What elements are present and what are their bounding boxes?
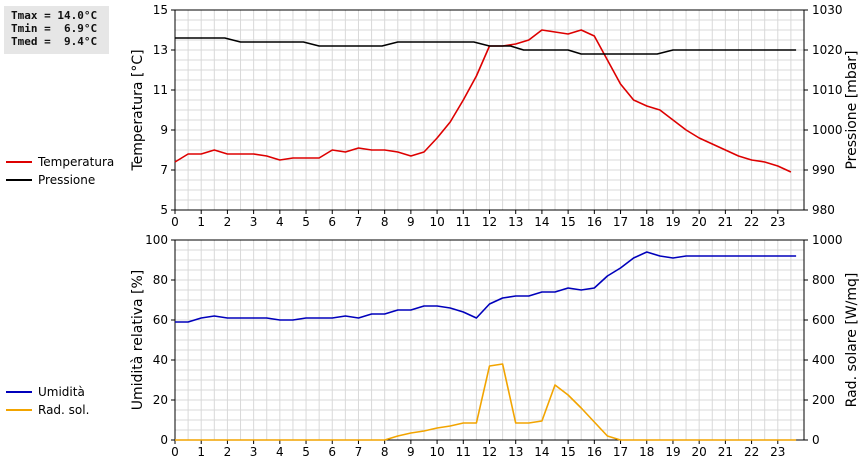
y2-tick-label: 980	[812, 203, 835, 217]
x-tick-label: 3	[250, 445, 258, 459]
x-tick-label: 8	[381, 445, 389, 459]
x-tick-label: 13	[508, 215, 523, 229]
x-tick-label: 0	[171, 445, 179, 459]
x-tick-label: 21	[718, 215, 733, 229]
y2-tick-label: 990	[812, 163, 835, 177]
y2-tick-label: 1000	[812, 233, 843, 247]
legend-label-pressione: Pressione	[38, 173, 95, 187]
x-tick-label: 16	[587, 215, 602, 229]
y2-tick-label: 800	[812, 273, 835, 287]
x-tick-label: 4	[276, 445, 284, 459]
x-tick-label: 23	[770, 215, 785, 229]
x-tick-label: 2	[224, 445, 232, 459]
y2-tick-label: 200	[812, 393, 835, 407]
y-tick-label: 15	[153, 3, 168, 17]
x-tick-label: 14	[534, 445, 549, 459]
y-tick-label: 5	[160, 203, 168, 217]
x-tick-label: 3	[250, 215, 258, 229]
x-tick-label: 6	[328, 445, 336, 459]
y-axis-title: Umidità relativa [%]	[130, 270, 146, 411]
stat-tmin: Tmin = 6.9°C	[11, 22, 98, 35]
x-tick-label: 15	[560, 215, 575, 229]
x-tick-label: 6	[328, 215, 336, 229]
x-tick-label: 20	[692, 445, 707, 459]
x-tick-label: 16	[587, 445, 602, 459]
stat-tmax: Tmax = 14.0°C	[11, 9, 98, 22]
x-tick-label: 9	[407, 445, 415, 459]
x-tick-label: 1	[197, 215, 205, 229]
temperature-pressure-panel: 0 1 2 3 4 5 6 7 8 9 10 11 12 13 14 15 16 17 18 19 20 21 22 2357…	[6, 3, 860, 229]
x-tick-label: 12	[482, 215, 497, 229]
x-tick-label: 9	[407, 215, 415, 229]
x-tick-label: 10	[429, 215, 444, 229]
x-tick-label: 5	[302, 445, 310, 459]
y2-axis-title: Rad. solare [W/mq]	[844, 273, 860, 408]
y2-tick-label: 1010	[812, 83, 843, 97]
x-tick-label: 22	[744, 445, 759, 459]
x-tick-label: 7	[355, 445, 363, 459]
y-tick-label: 9	[160, 123, 168, 137]
x-tick-label: 15	[560, 445, 575, 459]
x-tick-label: 13	[508, 445, 523, 459]
series-line-umidit	[175, 251, 797, 323]
x-tick-label: 10	[429, 445, 444, 459]
y-tick-label: 40	[153, 353, 168, 367]
x-tick-label: 0	[171, 215, 179, 229]
y-tick-label: 60	[153, 313, 168, 327]
x-tick-label: 1	[197, 445, 205, 459]
x-tick-label: 17	[613, 445, 628, 459]
x-tick-label: 14	[534, 215, 549, 229]
series-line-pressione	[175, 37, 797, 55]
x-tick-label: 11	[456, 445, 471, 459]
y-tick-label: 11	[153, 83, 168, 97]
y-tick-label: 80	[153, 273, 168, 287]
y-tick-label: 7	[160, 163, 168, 177]
y2-tick-label: 1020	[812, 43, 843, 57]
series-line-temperatura	[174, 29, 792, 173]
x-tick-label: 22	[744, 215, 759, 229]
grid	[174, 239, 805, 441]
grid	[174, 9, 805, 211]
y2-tick-label: 400	[812, 353, 835, 367]
stats-box: Tmax = 14.0°C Tmin = 6.9°C Tmed = 9.4°C	[4, 6, 109, 54]
x-tick-label: 21	[718, 445, 733, 459]
y2-axis-title: Pressione [mbar]	[844, 50, 860, 169]
x-tick-label: 11	[456, 215, 471, 229]
x-tick-label: 19	[665, 215, 680, 229]
y2-tick-label: 600	[812, 313, 835, 327]
y-tick-label: 0	[160, 433, 168, 447]
legend-label-rad-sol: Rad. sol.	[38, 403, 89, 417]
y2-tick-label: 0	[812, 433, 820, 447]
x-tick-label: 18	[639, 445, 654, 459]
y2-tick-label: 1000	[812, 123, 843, 137]
x-tick-label: 12	[482, 445, 497, 459]
legend-label-temperatura: Temperatura	[37, 155, 114, 169]
x-tick-label: 18	[639, 215, 654, 229]
series-line-rad-sol	[175, 363, 797, 441]
x-tick-label: 7	[355, 215, 363, 229]
y-tick-label: 20	[153, 393, 168, 407]
x-tick-label: 5	[302, 215, 310, 229]
y-tick-label: 13	[153, 43, 168, 57]
x-tick-label: 8	[381, 215, 389, 229]
y-axis-title: Temperatura [°C]	[130, 49, 146, 171]
x-tick-label: 23	[770, 445, 785, 459]
x-tick-label: 2	[224, 215, 232, 229]
y2-tick-label: 1030	[812, 3, 843, 17]
y-tick-label: 100	[145, 233, 168, 247]
x-tick-label: 17	[613, 215, 628, 229]
humidity-radiation-panel: 0 1 2 3 4 5 6 7 8 9 10 11 12 13 14 15 16 17 18 19 20 21 22 2302…	[6, 233, 860, 459]
stat-tmed: Tmed = 9.4°C	[11, 35, 98, 48]
x-tick-label: 20	[692, 215, 707, 229]
x-tick-label: 4	[276, 215, 284, 229]
x-tick-label: 19	[665, 445, 680, 459]
legend-label-umidit: Umidità	[38, 385, 85, 399]
